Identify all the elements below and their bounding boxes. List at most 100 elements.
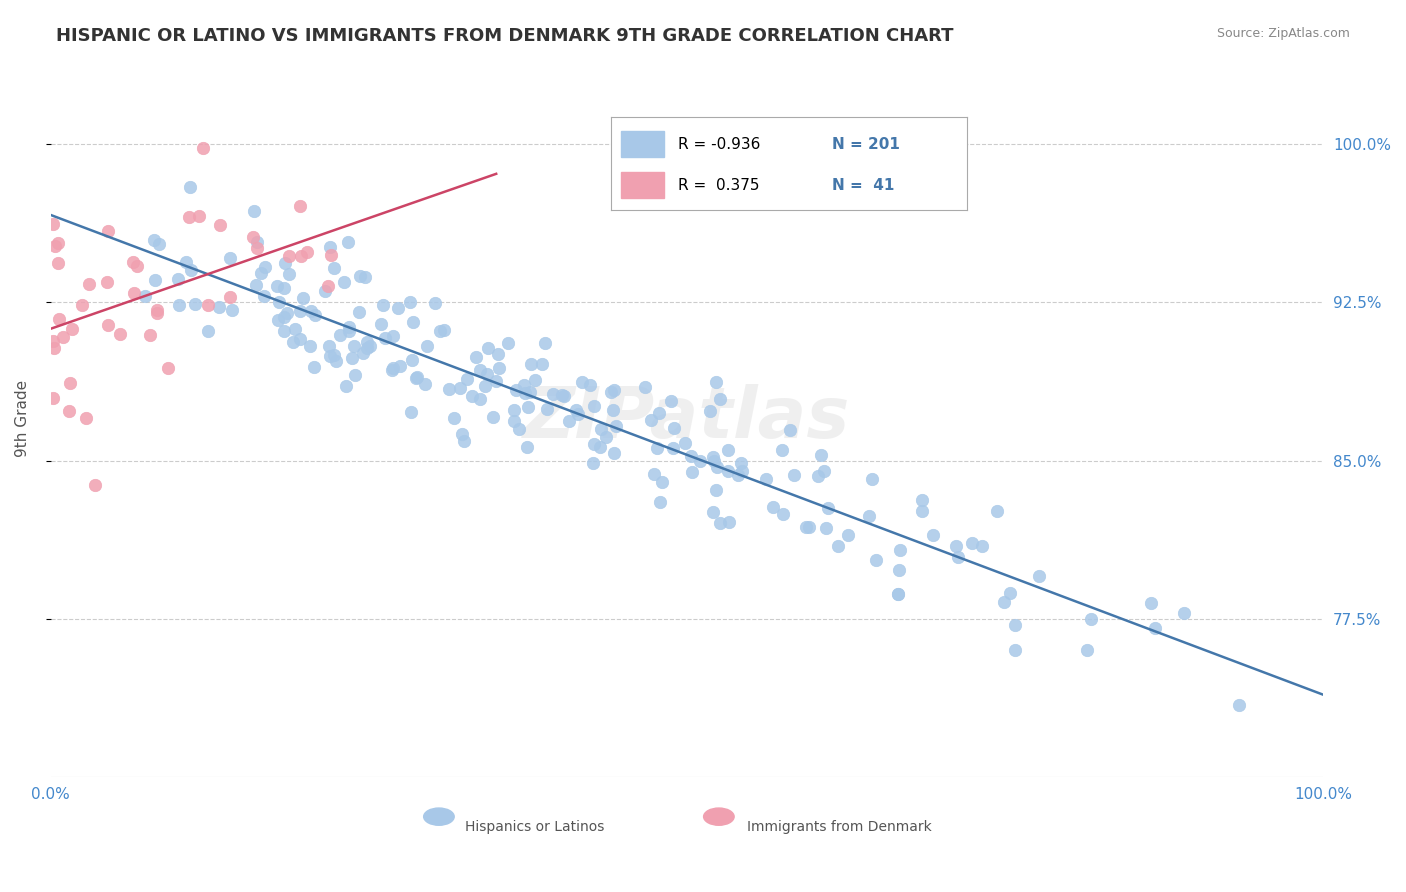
Point: [699, 404, 721, 418]
Point: [352, 346, 374, 360]
Point: [717, 443, 740, 458]
Point: [359, 339, 381, 353]
Point: [1028, 569, 1050, 583]
Point: [281, 334, 304, 349]
Point: [337, 235, 360, 249]
Point: [634, 379, 657, 393]
Point: [717, 464, 740, 478]
Point: [318, 240, 340, 254]
Point: [218, 290, 240, 304]
Point: [567, 407, 589, 421]
Point: [886, 587, 908, 601]
Point: [962, 536, 984, 550]
Point: [533, 336, 555, 351]
Point: [274, 256, 297, 270]
Point: [58, 404, 80, 418]
Point: [945, 539, 967, 553]
Point: [382, 329, 405, 343]
Point: [523, 373, 546, 387]
Point: [273, 310, 295, 325]
Y-axis label: 9th Grade: 9th Grade: [15, 380, 30, 457]
Point: [399, 405, 422, 419]
Point: [481, 410, 503, 425]
Point: [245, 277, 267, 292]
Point: [108, 327, 131, 342]
Point: [702, 505, 724, 519]
Point: [176, 255, 198, 269]
Point: [370, 317, 392, 331]
Point: [250, 266, 273, 280]
Point: [731, 465, 754, 479]
Point: [640, 413, 662, 427]
Point: [288, 332, 311, 346]
Point: [579, 377, 602, 392]
Point: [278, 249, 301, 263]
Point: [180, 263, 202, 277]
Point: [96, 224, 118, 238]
Point: [505, 383, 527, 397]
Point: [1004, 618, 1026, 632]
Point: [42, 334, 65, 348]
Point: [273, 281, 295, 295]
Point: [1140, 596, 1163, 610]
Point: [603, 383, 626, 397]
Point: [673, 436, 696, 450]
Point: [167, 272, 190, 286]
Point: [197, 324, 219, 338]
Point: [77, 277, 100, 292]
Point: [513, 378, 536, 392]
Point: [814, 521, 837, 535]
Point: [343, 368, 366, 382]
Point: [284, 322, 307, 336]
Point: [986, 504, 1008, 518]
Point: [1004, 642, 1026, 657]
Point: [519, 385, 541, 400]
Point: [299, 303, 322, 318]
Point: [530, 357, 553, 371]
Point: [755, 472, 778, 486]
Point: [468, 392, 491, 406]
Point: [704, 483, 727, 497]
Point: [316, 278, 339, 293]
Point: [413, 376, 436, 391]
Point: [44, 238, 66, 252]
Point: [143, 233, 166, 247]
Point: [645, 441, 668, 455]
Point: [551, 387, 574, 401]
Point: [516, 400, 538, 414]
Point: [339, 325, 361, 339]
Point: [772, 508, 794, 522]
Point: [387, 301, 409, 316]
Point: [143, 273, 166, 287]
Point: [783, 468, 806, 483]
Point: [60, 322, 83, 336]
Point: [381, 363, 404, 377]
Point: [253, 260, 276, 274]
Point: [246, 241, 269, 255]
Point: [922, 528, 945, 542]
Point: [600, 384, 623, 399]
Point: [221, 303, 243, 318]
Point: [1173, 606, 1195, 620]
Point: [794, 520, 817, 534]
Point: [488, 360, 510, 375]
Point: [837, 527, 859, 541]
Point: [602, 446, 624, 460]
Point: [389, 359, 412, 373]
Point: [810, 448, 832, 462]
Point: [329, 327, 352, 342]
Point: [865, 553, 887, 567]
Circle shape: [703, 808, 734, 825]
Point: [520, 357, 543, 371]
Point: [475, 367, 498, 381]
Point: [266, 279, 288, 293]
Point: [602, 402, 624, 417]
Point: [515, 386, 537, 401]
Point: [335, 379, 357, 393]
Point: [730, 456, 752, 470]
Text: Hispanics or Latinos: Hispanics or Latinos: [464, 821, 605, 834]
Point: [44, 342, 66, 356]
Point: [770, 443, 793, 458]
Point: [323, 260, 346, 275]
Point: [276, 306, 298, 320]
